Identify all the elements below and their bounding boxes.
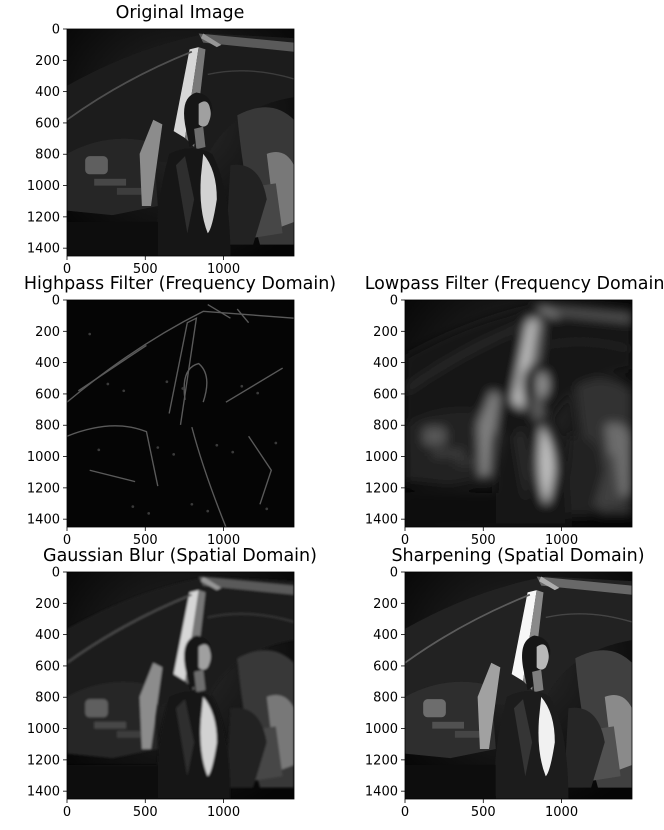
axes-frame [66,28,295,257]
y-tick-label: 0 [52,294,60,309]
x-tick-label: 1000 [207,805,240,820]
image-highpass [67,300,294,527]
x-tick-label: 500 [471,805,496,820]
x-tick-label: 0 [63,805,71,820]
y-tick-label: 800 [35,419,60,434]
subplot-title: Original Image [115,3,245,23]
axes-frame [66,571,295,800]
y-tick-label: 600 [35,659,60,674]
y-tick-label: 1400 [27,785,60,800]
y-tick-label: 600 [373,659,398,674]
x-tick-label: 0 [401,805,409,820]
y-tick-label: 600 [373,387,398,402]
y-tick-label: 200 [35,597,60,612]
y-tick-label: 1000 [27,722,60,737]
x-tick-label: 0 [63,262,71,277]
y-tick-label: 1200 [27,481,60,496]
y-tick-label: 400 [35,628,60,643]
x-tick-label: 500 [133,805,158,820]
y-tick-label: 600 [35,387,60,402]
y-tick-label: 200 [35,54,60,69]
y-tick-label: 1400 [365,513,398,528]
x-tick-label: 500 [133,533,158,548]
image-original [67,29,294,256]
y-tick-label: 1200 [27,210,60,225]
y-tick-label: 1400 [365,785,398,800]
y-tick-label: 400 [373,356,398,371]
y-tick-label: 1000 [27,179,60,194]
y-tick-label: 600 [35,116,60,131]
image-lowpass [405,300,632,527]
subplot-title: Lowpass Filter (Frequency Domain) [364,274,664,294]
y-tick-label: 0 [52,566,60,581]
y-tick-label: 1200 [365,753,398,768]
y-tick-label: 200 [373,325,398,340]
axes-frame [404,299,633,528]
image-sharpen [405,572,632,799]
y-tick-label: 1400 [27,242,60,257]
image-gaussian [67,572,294,799]
y-tick-label: 400 [373,628,398,643]
axes-frame [66,299,295,528]
y-tick-label: 0 [390,566,398,581]
y-tick-label: 1000 [365,722,398,737]
y-tick-label: 400 [35,85,60,100]
y-tick-label: 200 [373,597,398,612]
y-tick-label: 1000 [27,450,60,465]
y-tick-label: 1000 [365,450,398,465]
y-tick-label: 1400 [27,513,60,528]
x-tick-label: 0 [401,533,409,548]
x-tick-label: 1000 [545,533,578,548]
y-tick-label: 800 [35,691,60,706]
y-tick-label: 800 [373,691,398,706]
y-tick-label: 1200 [27,753,60,768]
y-tick-label: 1200 [365,481,398,496]
subplot-title: Gaussian Blur (Spatial Domain) [43,546,317,566]
x-tick-label: 500 [133,262,158,277]
subplot-title: Highpass Filter (Frequency Domain) [23,274,337,294]
y-tick-label: 800 [35,148,60,163]
subplot-title: Sharpening (Spatial Domain) [391,546,645,566]
x-tick-label: 1000 [545,805,578,820]
x-tick-label: 500 [471,533,496,548]
y-tick-label: 200 [35,325,60,340]
y-tick-label: 0 [390,294,398,309]
axes-frame [404,571,633,800]
x-tick-label: 1000 [207,262,240,277]
y-tick-label: 800 [373,419,398,434]
x-tick-label: 0 [63,533,71,548]
y-tick-label: 400 [35,356,60,371]
y-tick-label: 0 [52,23,60,38]
x-tick-label: 1000 [207,533,240,548]
